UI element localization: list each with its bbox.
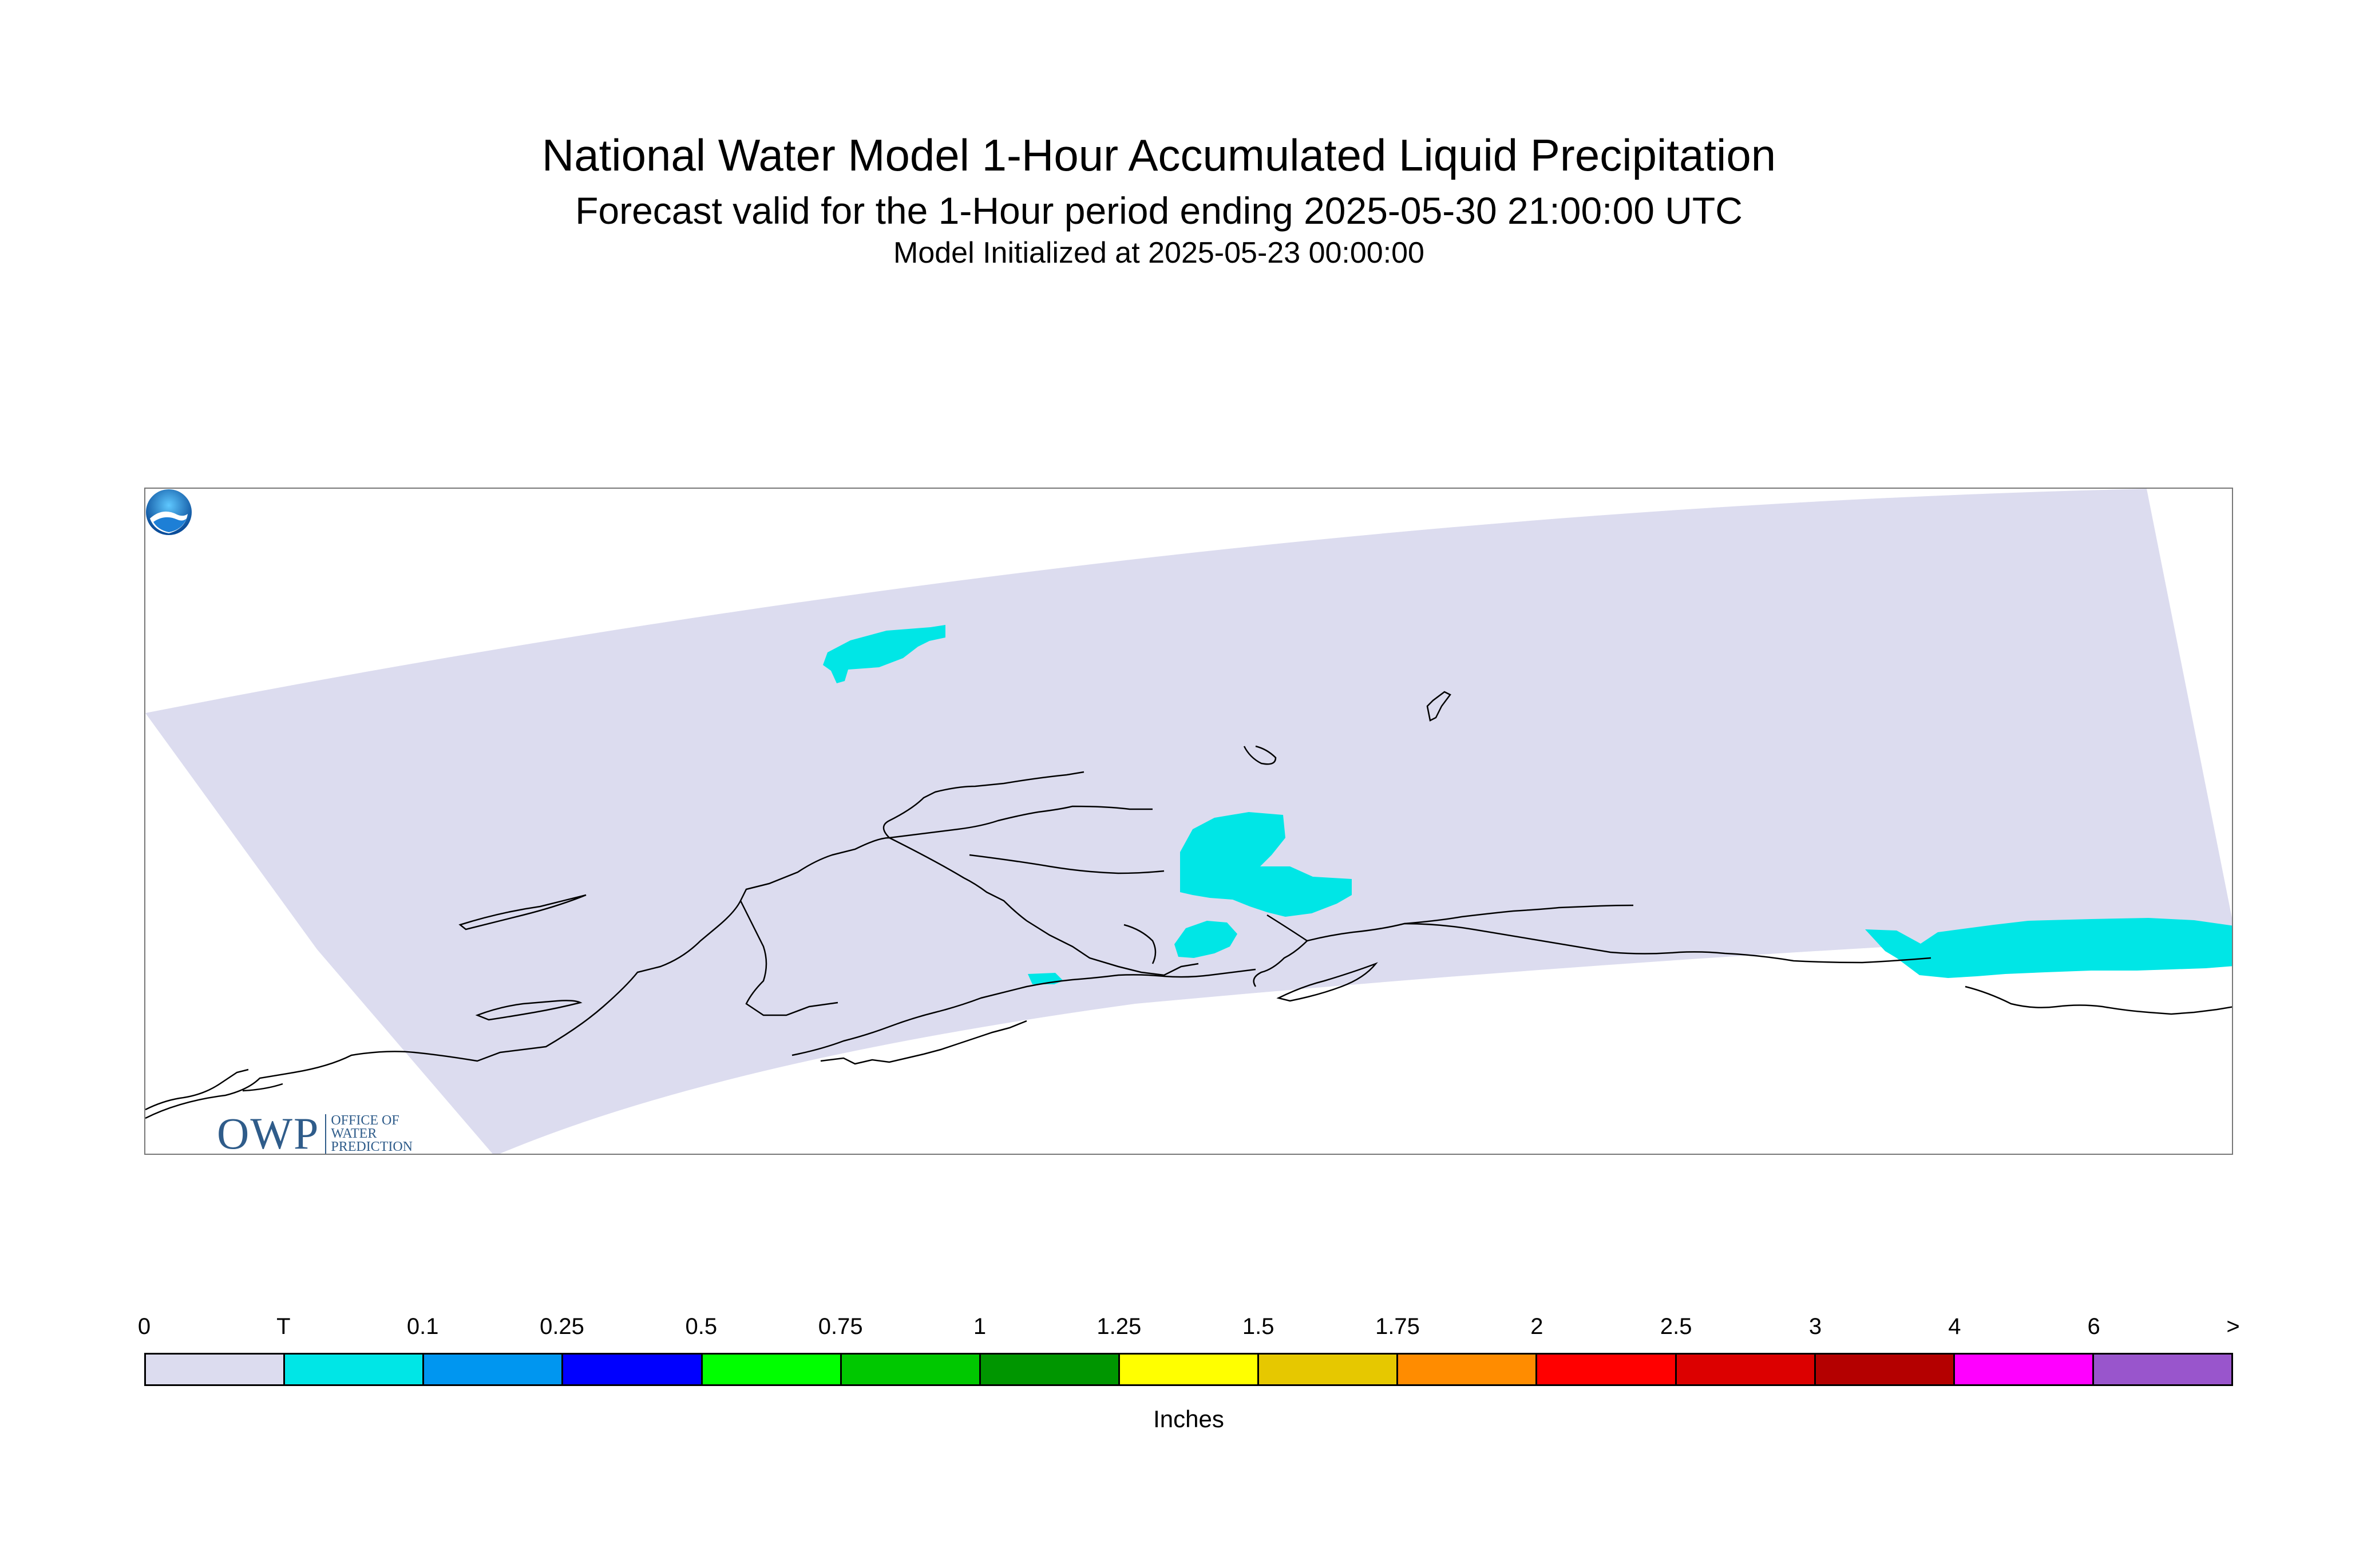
map-title: National Water Model 1-Hour Accumulated … (541, 130, 1776, 180)
coastline-prince-william (1307, 904, 1634, 942)
legend-tick-label: 4 (1948, 1314, 1961, 1339)
map-canvas (145, 489, 2232, 1154)
coastline-nunivak (458, 894, 587, 930)
precip-area-east (1865, 918, 2232, 978)
coastline-aleutians (820, 1020, 1027, 1065)
legend-tick-label: 0.5 (685, 1314, 718, 1339)
legend-units: Inches (1153, 1405, 1224, 1432)
legend-tick-label: 2.5 (1660, 1314, 1692, 1339)
legend-tick-label: 6 (2087, 1314, 2100, 1339)
precip-area-north (823, 625, 945, 683)
legend-swatch (1537, 1355, 1677, 1384)
legend-tick-label: 0.75 (818, 1314, 863, 1339)
precip-area-central (1180, 812, 1352, 917)
legend-swatch (1815, 1355, 1955, 1384)
legend-swatch (1119, 1355, 1260, 1384)
legend-tick-label: 0 (137, 1314, 151, 1339)
legend-tick-label: 3 (1808, 1314, 1822, 1339)
coastline-kuskokwim (739, 900, 838, 1016)
coastline-seward-peninsula (882, 771, 1084, 838)
coastline-st-lawrence (475, 1000, 583, 1021)
coastline-panhandle (1965, 985, 2232, 1015)
legend-tick-label: > (2226, 1314, 2240, 1339)
owp-logo: OWP OFFICE OF WATER PREDICTION (217, 1108, 413, 1155)
legend-swatch (1676, 1355, 1816, 1384)
model-domain-area (145, 489, 2232, 1154)
legend-swatch (1259, 1355, 1399, 1384)
legend-swatch (2093, 1355, 2232, 1384)
legend-tick-label: 1.25 (1097, 1314, 1142, 1339)
coastline-cook-inlet (1253, 914, 1308, 987)
legend-swatch (1954, 1355, 2094, 1384)
legend-tick-label: 1.75 (1375, 1314, 1420, 1339)
coastline-bristol-bay (1123, 924, 1157, 964)
owp-logo-text: OWP (217, 1108, 320, 1155)
legend-tick-label: 0.1 (406, 1314, 439, 1339)
legend-swatch (702, 1355, 842, 1384)
coastline-far-west (145, 1068, 249, 1111)
legend-tick-label: 1.5 (1242, 1314, 1274, 1339)
legend-tick-label: 0.25 (540, 1314, 584, 1339)
model-init-time: Model Initialized at 2025-05-23 00:00:00 (893, 236, 1424, 270)
coastline-kodiak (1276, 962, 1378, 1002)
noaa-logo-icon (146, 489, 192, 535)
coastline-alaska-peninsula (791, 968, 1256, 1056)
coastline-interior-river (1243, 745, 1277, 765)
precip-color-scale (144, 1353, 2233, 1386)
legend-swatch (146, 1355, 286, 1384)
coastline-interior-lake (1426, 691, 1451, 722)
coastline-gulf-of-alaska (1404, 922, 1931, 964)
coastline-southwest-islands (242, 1083, 283, 1092)
legend-tick-label: 2 (1530, 1314, 1543, 1339)
coastline-norton-sound (889, 805, 1153, 839)
coastlines (145, 691, 2232, 1119)
legend-swatch (1398, 1355, 1538, 1384)
precip-area-central-south (1174, 921, 1237, 958)
legend-swatch (841, 1355, 981, 1384)
map-subtitle: Forecast valid for the 1-Hour period end… (575, 189, 1743, 232)
precipitation-map: OWP OFFICE OF WATER PREDICTION (144, 488, 2233, 1155)
legend-swatch (285, 1355, 425, 1384)
legend-swatch (980, 1355, 1120, 1384)
coastline-mainland-west (145, 837, 1199, 1119)
legend-tick-label: T (276, 1314, 291, 1339)
legend-swatch (563, 1355, 703, 1384)
coastline-norton-arm (969, 854, 1165, 874)
legend-swatch (424, 1355, 564, 1384)
owp-logo-subtext: OFFICE OF WATER PREDICTION (325, 1114, 413, 1154)
legend-tick-label: 1 (973, 1314, 987, 1339)
